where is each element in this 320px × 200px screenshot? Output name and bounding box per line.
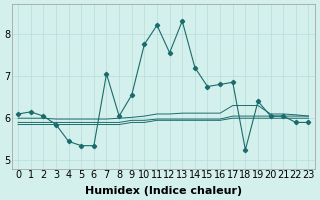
X-axis label: Humidex (Indice chaleur): Humidex (Indice chaleur) bbox=[85, 186, 242, 196]
